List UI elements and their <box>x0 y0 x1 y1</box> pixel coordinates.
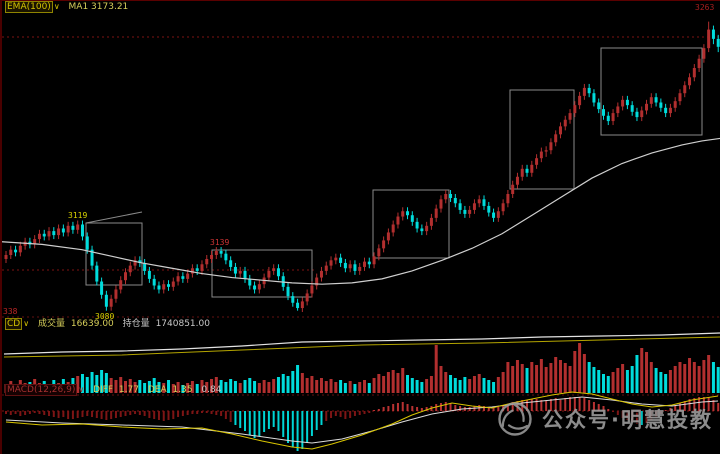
chevron-down-icon[interactable]: ∨ <box>78 385 85 394</box>
ma-value: MA1 3173.21 <box>68 2 129 12</box>
open-interest-value: 1740851.00 <box>155 319 210 329</box>
volume-value: 16639.00 <box>70 319 114 329</box>
price-label: 3263 <box>695 3 715 12</box>
main-indicator-header: EMA(100) ∨ MA1 3173.21 <box>5 1 129 13</box>
chevron-down-icon[interactable]: ∨ <box>53 2 60 11</box>
dea-value: 1.35 <box>172 385 193 395</box>
macd-value: 0.84 <box>201 385 222 395</box>
price-label: 338 <box>3 307 18 316</box>
open-interest-line-layer <box>3 332 720 358</box>
macd-lines-layer <box>5 391 719 450</box>
reference-lines <box>2 36 720 412</box>
open-interest-label: 持仓量 <box>122 319 150 329</box>
diff-value: 1.77 <box>118 385 139 395</box>
macd-indicator-selector[interactable]: MACD(12,26,9) <box>5 384 78 396</box>
watermark-text: 公众号·明慧投教 <box>542 408 713 432</box>
diff-label: DIFF <box>93 385 114 395</box>
volume-indicator-header: CD ∨ 成交量 16639.00 持仓量 1740851.00 <box>5 318 210 330</box>
box-overlays <box>85 47 703 298</box>
macd-histogram-layer <box>5 397 720 451</box>
aperture-logo-icon <box>498 402 532 436</box>
volume-indicator-selector[interactable]: CD <box>5 318 23 330</box>
candles-layer <box>4 21 720 313</box>
ema-line-layer <box>2 137 720 285</box>
price-label: 3139 <box>210 238 230 247</box>
chevron-down-icon[interactable]: ∨ <box>23 319 30 328</box>
indicator-selector[interactable]: EMA(100) <box>5 1 53 13</box>
macd-indicator-header: MACD(12,26,9) ∨ DIFF 1.77 DEA 1.35 0.84 <box>5 384 222 396</box>
price-label: 3080 <box>95 312 115 321</box>
dea-label: DEA <box>147 385 167 395</box>
price-label: 3119 <box>68 211 88 220</box>
watermark: 公众号·明慧投教 <box>497 401 713 437</box>
volume-label: 成交量 <box>37 319 65 329</box>
